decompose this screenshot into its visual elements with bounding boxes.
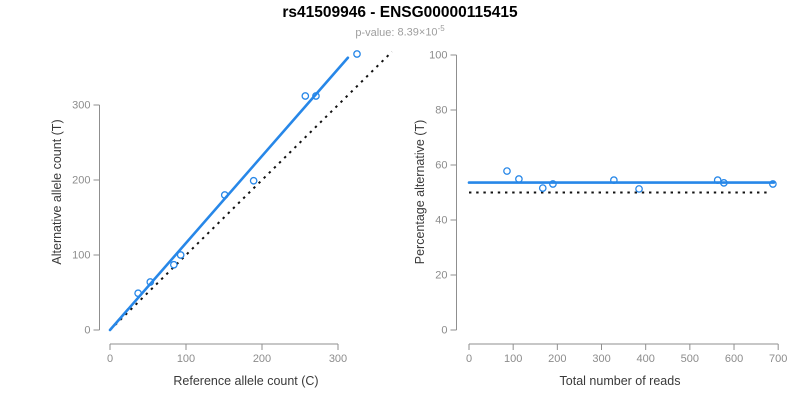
data-point <box>503 167 511 175</box>
data-point <box>134 289 142 298</box>
y-tick-label: 0 <box>84 325 90 337</box>
pvalue-mantissa: 8.39 <box>397 26 419 39</box>
y-tick-label: 300 <box>72 100 90 112</box>
data-point <box>169 260 178 269</box>
x-tick-label: 0 <box>466 353 472 365</box>
y-axis-title: Alternative allele count (T) <box>50 119 64 264</box>
data-point <box>176 251 185 259</box>
x-tick-label: 600 <box>725 353 743 365</box>
pvalue-base: 10 <box>425 26 438 39</box>
x-tick-label: 100 <box>177 353 195 365</box>
data-point <box>635 185 643 193</box>
data-point <box>312 92 320 100</box>
x-tick-label: 500 <box>681 353 699 365</box>
page-title: rs41509946 - ENSG00000115415 <box>282 4 518 21</box>
x-tick-label: 200 <box>253 353 271 365</box>
y-tick-label: 40 <box>435 215 447 227</box>
data-point <box>720 179 728 187</box>
data-point <box>249 176 258 185</box>
y-tick-label: 200 <box>72 175 90 187</box>
data-point <box>713 176 722 184</box>
data-point <box>610 176 618 184</box>
data-point <box>515 175 523 183</box>
y-tick-label: 100 <box>429 50 447 62</box>
data-point <box>301 92 310 100</box>
y-axis-title: Percentage alternative (T) <box>413 120 427 265</box>
pvalue-exponent: -5 <box>437 24 445 33</box>
multiply-sign: × <box>418 26 426 39</box>
y-tick-label: 100 <box>72 250 90 262</box>
data-point <box>220 191 229 199</box>
pvalue-subtitle: p-value: 8.39×10-5 <box>0 24 800 39</box>
data-point <box>538 184 547 192</box>
x-tick-label: 300 <box>329 353 347 365</box>
x-tick-label: 100 <box>504 353 522 365</box>
x-tick-label: 0 <box>107 353 113 365</box>
x-tick-label: 200 <box>548 353 566 365</box>
x-axis-title: Reference allele count (C) <box>173 374 318 388</box>
panel-allele-counts: 0 100 200 300 0 100 200 300 Reference allele cou… <box>50 50 393 388</box>
pvalue-label: p-value: <box>355 26 395 39</box>
data-point <box>549 180 557 188</box>
panel-percentage-vs-depth: 0 20 40 60 80 100 0 100 200 300 400 500 600 700 Total … <box>413 50 787 389</box>
data-point <box>769 180 777 188</box>
identity-reference-line <box>109 51 393 331</box>
y-tick-label: 80 <box>435 105 447 117</box>
x-tick-label: 700 <box>769 353 787 365</box>
y-tick-label: 60 <box>435 160 447 172</box>
y-tick-label: 0 <box>441 325 447 337</box>
data-point <box>146 278 155 286</box>
x-tick-label: 300 <box>592 353 610 365</box>
y-tick-label: 20 <box>435 270 447 282</box>
x-axis-title: Total number of reads <box>560 374 681 388</box>
data-point <box>353 50 361 58</box>
fit-line <box>108 56 350 332</box>
x-tick-label: 400 <box>637 353 655 365</box>
